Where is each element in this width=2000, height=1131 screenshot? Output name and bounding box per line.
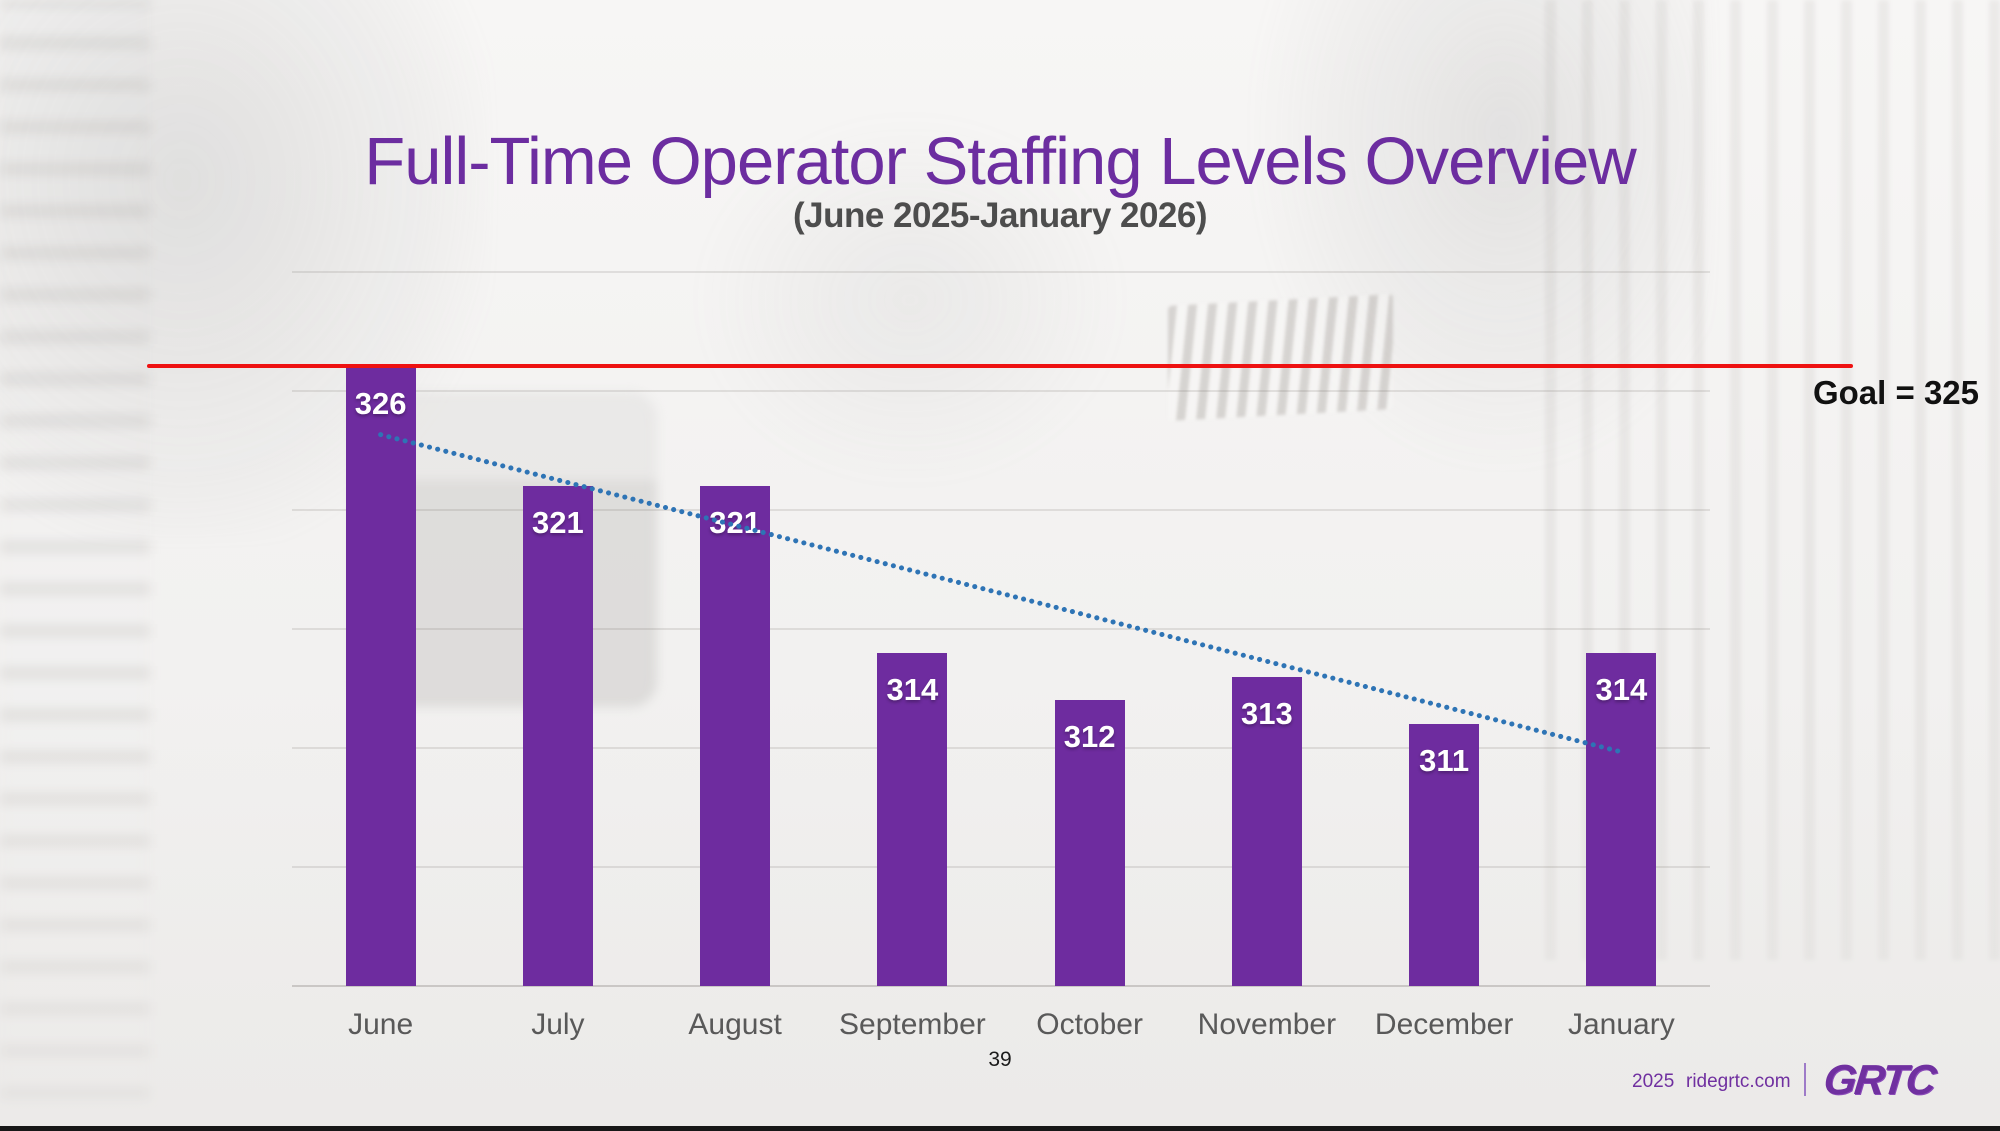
gridline-305 <box>292 866 1710 868</box>
gridline-325 <box>292 390 1710 392</box>
bar-august: 321 <box>700 486 771 986</box>
category-label-june: June <box>348 1008 414 1041</box>
slide-title: Full-Time Operator Staffing Levels Overv… <box>364 123 1636 199</box>
bar-july: 321 <box>522 486 593 986</box>
grtc-logo: GRTC <box>1821 1056 1937 1103</box>
footer-divider <box>1804 1063 1806 1096</box>
bar-june: 326 <box>345 367 416 986</box>
category-label-november: November <box>1197 1008 1337 1041</box>
bar-value-label: 312 <box>1063 719 1116 755</box>
slide-subtitle: (June 2025-January 2026) <box>792 196 1208 235</box>
category-label-august: August <box>688 1008 782 1041</box>
footer-year: 2025 <box>1632 1071 1675 1092</box>
bar-value-label: 321 <box>709 505 761 541</box>
gridline-330 <box>292 271 1710 273</box>
bar-november: 313 <box>1231 676 1302 986</box>
gridline-315 <box>292 628 1710 630</box>
window-bottom-edge <box>0 1126 2000 1131</box>
bar-september: 314 <box>877 652 948 986</box>
bar-value-label: 321 <box>532 505 584 541</box>
category-label-january: January <box>1568 1008 1675 1041</box>
category-label-september: September <box>839 1008 986 1041</box>
bar-value-label: 314 <box>886 671 939 707</box>
bar-value-label: 313 <box>1241 695 1293 731</box>
bar-value-label: 326 <box>354 386 407 422</box>
bar-value-label: 311 <box>1419 743 1470 779</box>
bar-october: 312 <box>1054 700 1125 986</box>
goal-label: Goal = 325 <box>1812 374 1979 411</box>
category-label-december: December <box>1374 1008 1514 1041</box>
x-axis-line <box>292 985 1710 987</box>
bar-december: 311 <box>1409 724 1480 986</box>
category-label-july: July <box>531 1008 585 1041</box>
bar-january: 314 <box>1586 652 1657 986</box>
footer-website-link: ridegrtc.com <box>1686 1071 1791 1092</box>
gridline-310 <box>292 747 1710 749</box>
page-number: 39 <box>988 1048 1012 1071</box>
goal-line <box>147 364 1853 368</box>
category-label-october: October <box>1036 1008 1143 1041</box>
bar-value-label: 314 <box>1595 671 1648 707</box>
gridline-320 <box>292 509 1710 511</box>
